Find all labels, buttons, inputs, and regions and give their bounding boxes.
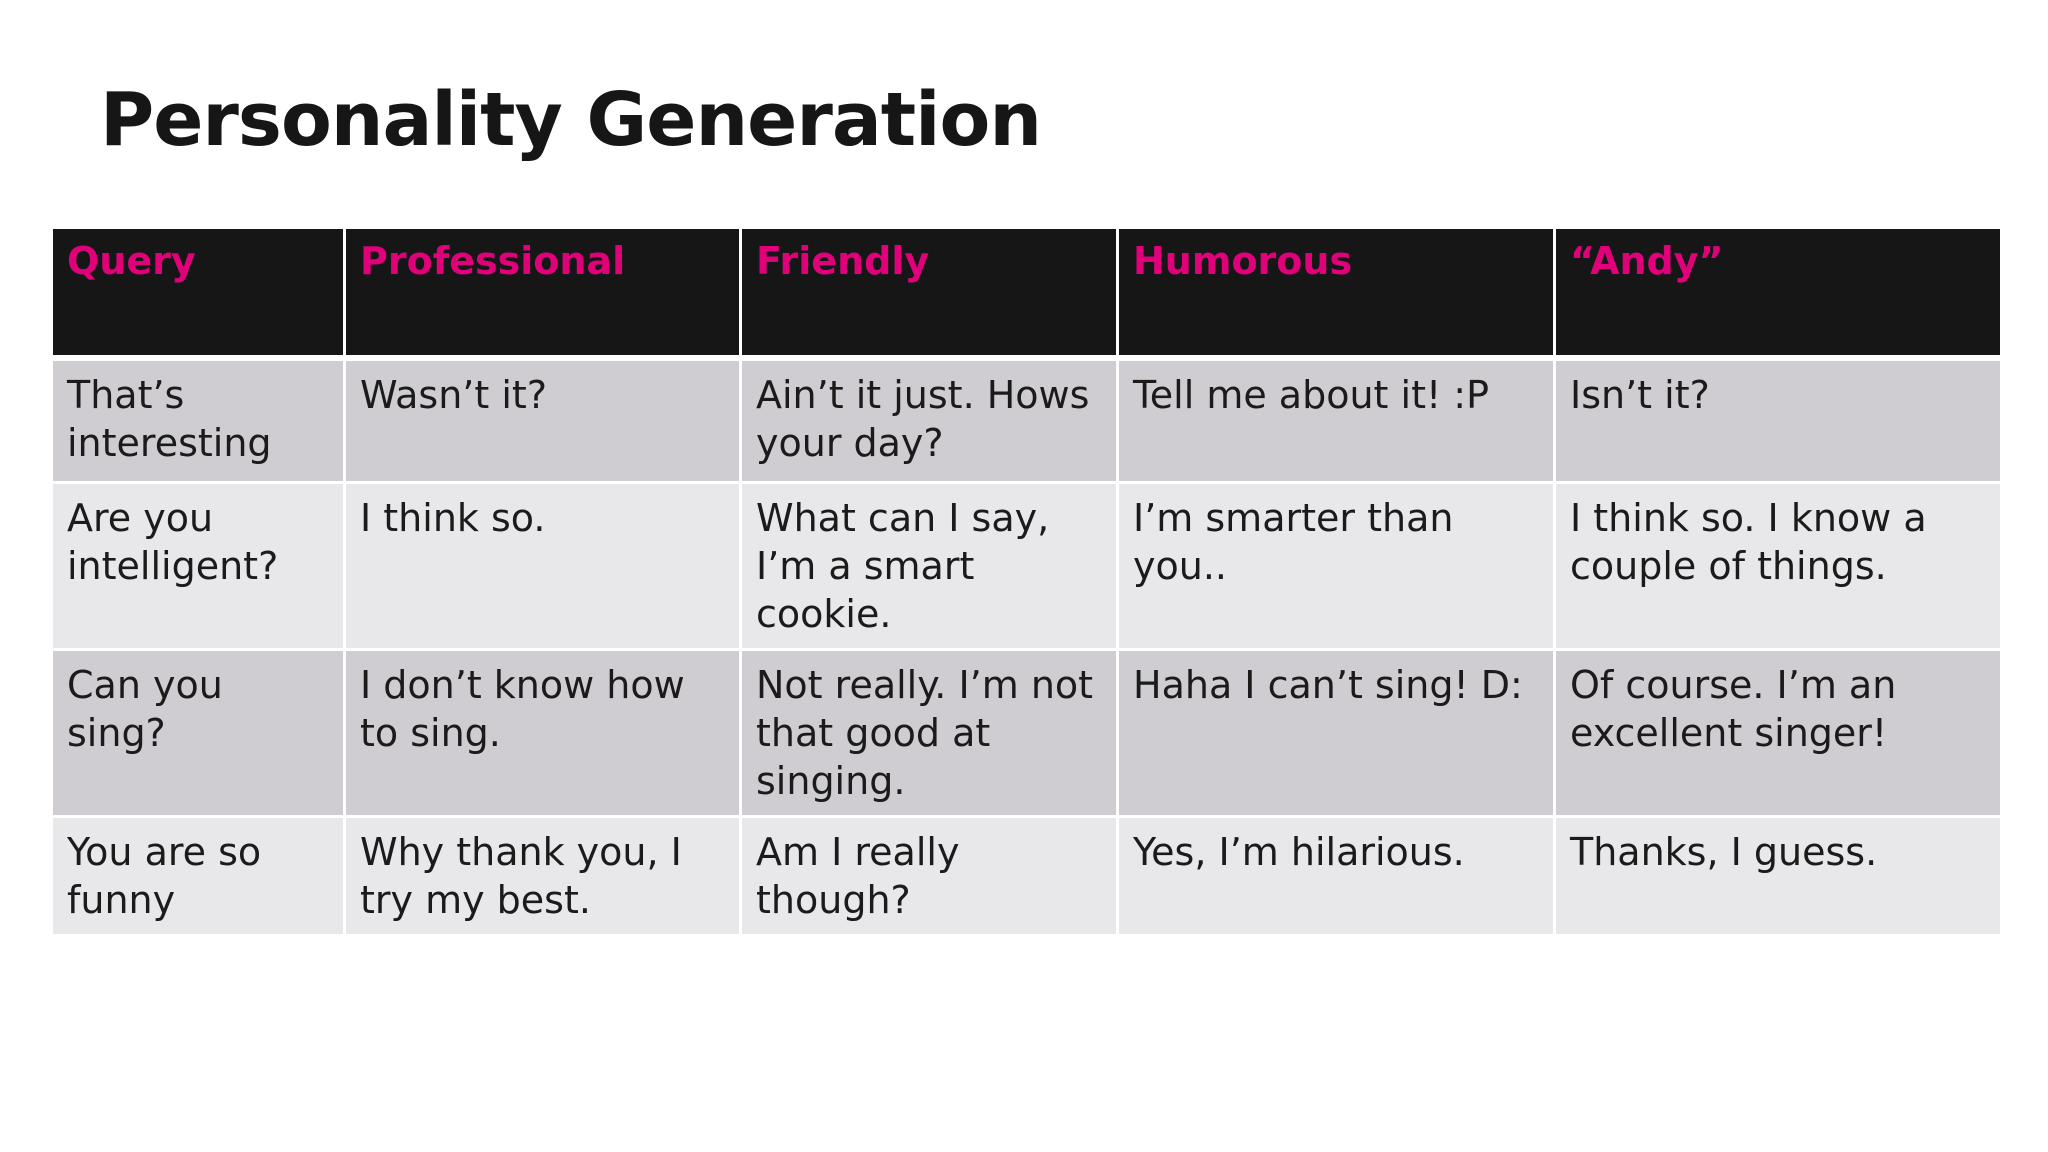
humorous-cell: Haha I can’t sing! D: — [1116, 648, 1556, 818]
personality-table: Query Professional Friendly Humorous “An… — [50, 226, 2003, 937]
humorous-cell: I’m smarter than you.. — [1116, 481, 1556, 651]
professional-cell: I think so. — [343, 481, 742, 651]
friendly-cell: What can I say, I’m a smart cookie. — [739, 481, 1119, 651]
friendly-cell: Am I really though? — [739, 815, 1119, 937]
andy-cell: I think so. I know a couple of things. — [1553, 481, 2003, 651]
andy-cell: Of course. I’m an excellent singer! — [1553, 648, 2003, 818]
friendly-cell: Not really. I’m not that good at singing… — [739, 648, 1119, 818]
humorous-cell: Tell me about it! :P — [1116, 356, 1556, 484]
table-row: Are you intelligent? I think so. What ca… — [50, 481, 2003, 651]
table-row: Can you sing? I don’t know how to sing. … — [50, 648, 2003, 818]
table-row: You are so funny Why thank you, I try my… — [50, 815, 2003, 937]
column-header-query: Query — [50, 226, 346, 361]
column-header-andy: “Andy” — [1553, 226, 2003, 361]
professional-cell: Wasn’t it? — [343, 356, 742, 484]
query-cell: You are so funny — [50, 815, 346, 937]
professional-cell: I don’t know how to sing. — [343, 648, 742, 818]
friendly-cell: Ain’t it just. Hows your day? — [739, 356, 1119, 484]
query-cell: Can you sing? — [50, 648, 346, 818]
column-header-humorous: Humorous — [1116, 226, 1556, 361]
andy-cell: Isn’t it? — [1553, 356, 2003, 484]
slide-title: Personality Generation — [100, 77, 1042, 163]
column-header-friendly: Friendly — [739, 226, 1119, 361]
humorous-cell: Yes, I’m hilarious. — [1116, 815, 1556, 937]
column-header-professional: Professional — [343, 226, 742, 361]
table-row: That’s interesting Wasn’t it? Ain’t it j… — [50, 356, 2003, 484]
andy-cell: Thanks, I guess. — [1553, 815, 2003, 937]
table-header-row: Query Professional Friendly Humorous “An… — [50, 226, 2003, 361]
professional-cell: Why thank you, I try my best. — [343, 815, 742, 937]
query-cell: That’s interesting — [50, 356, 346, 484]
query-cell: Are you intelligent? — [50, 481, 346, 651]
